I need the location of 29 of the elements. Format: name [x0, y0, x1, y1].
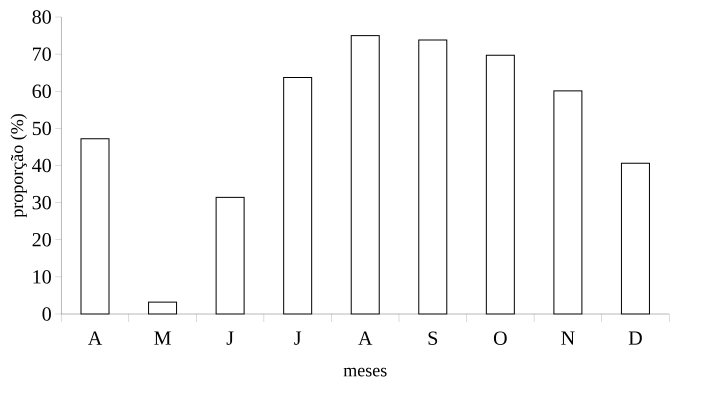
bar	[418, 40, 448, 314]
y-tick-label: 80	[32, 10, 51, 24]
y-tick-label: 60	[32, 84, 51, 98]
x-axis-title: meses	[344, 368, 387, 376]
bar	[148, 302, 178, 314]
bar	[80, 138, 110, 314]
bar	[283, 77, 312, 314]
bar	[350, 35, 380, 314]
x-tick-label: O	[494, 332, 507, 345]
y-tick-label: 30	[32, 196, 51, 210]
x-tick-label: J	[226, 332, 234, 345]
y-tick-label: 10	[33, 270, 51, 284]
x-tick-label: N	[561, 332, 575, 345]
x-tick-label: A	[358, 332, 372, 345]
bar	[620, 162, 650, 314]
x-tick-label: D	[628, 332, 642, 345]
bar	[216, 196, 245, 314]
y-tick-label: 20	[32, 233, 51, 247]
bar	[553, 90, 582, 314]
y-tick-label: 0	[42, 307, 51, 321]
y-tick-label: 70	[33, 47, 51, 61]
x-tick-label: S	[428, 332, 438, 345]
y-tick-label: 40	[32, 158, 51, 172]
x-tick-label: A	[88, 332, 102, 345]
x-tick-label: J	[294, 332, 302, 345]
y-tick-label: 50	[32, 122, 51, 136]
bar	[486, 54, 515, 314]
x-tick-label: M	[154, 332, 171, 345]
y-axis-title: proporção (%)	[10, 114, 27, 218]
